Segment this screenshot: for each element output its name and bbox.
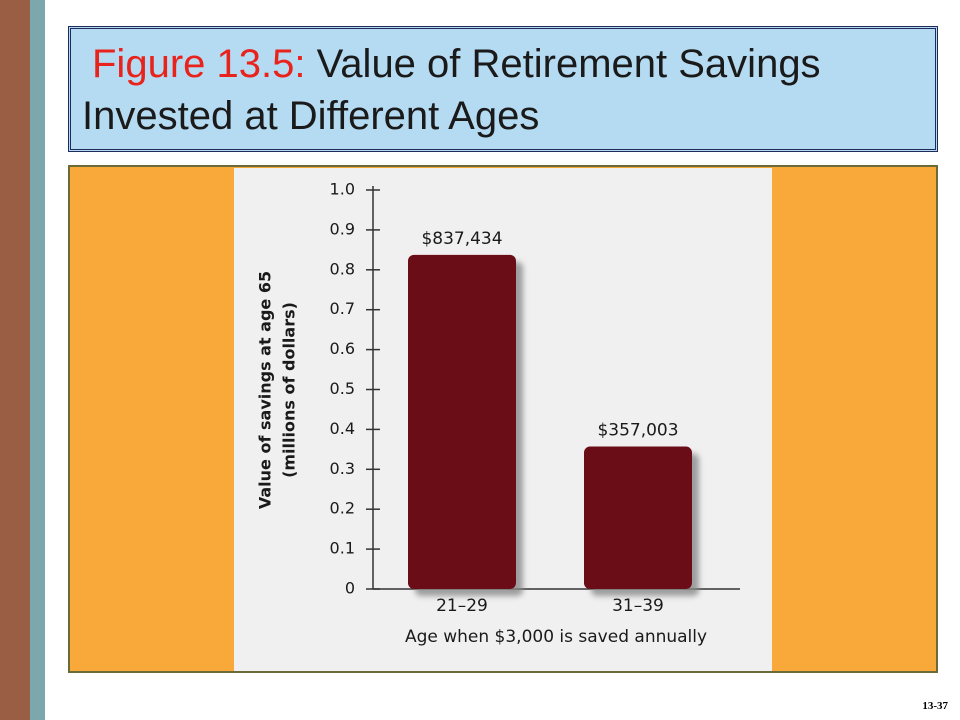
y-tick-label: 0.7 xyxy=(330,299,355,318)
y-tick-label: 1.0 xyxy=(330,180,355,199)
value-label: $837,434 xyxy=(421,229,502,249)
y-tick-label: 0 xyxy=(345,579,355,598)
y-axis-label: Value of savings at age 65 xyxy=(256,271,275,509)
y-tick-label: 0.9 xyxy=(330,219,355,238)
y-tick-label: 0.1 xyxy=(330,539,355,558)
y-tick-label: 0.3 xyxy=(330,459,355,478)
y-tick-label: 0.4 xyxy=(330,419,355,438)
page-number: 13-37 xyxy=(922,700,948,712)
y-axis-label: (millions of dollars) xyxy=(280,302,299,478)
bar xyxy=(584,446,692,589)
title-prefix: Figure 13.5: xyxy=(92,42,306,86)
x-tick-label: 21–29 xyxy=(436,596,488,616)
title-text: Value of Retirement Savings Invested at … xyxy=(82,42,821,138)
bar xyxy=(408,254,516,589)
slide-title: Figure 13.5: Value of Retirement Savings… xyxy=(82,38,922,142)
x-tick-label: 31–39 xyxy=(612,596,664,616)
side-strip xyxy=(0,0,30,720)
y-tick-label: 0.6 xyxy=(330,339,355,358)
y-tick-label: 0.5 xyxy=(330,379,355,398)
y-tick-label: 0.2 xyxy=(330,499,355,518)
title-box xyxy=(68,26,938,152)
value-label: $357,003 xyxy=(597,421,678,441)
y-tick-label: 0.8 xyxy=(330,259,355,278)
x-axis-label: Age when $3,000 is saved annually xyxy=(405,627,707,647)
side-strip xyxy=(30,0,45,720)
